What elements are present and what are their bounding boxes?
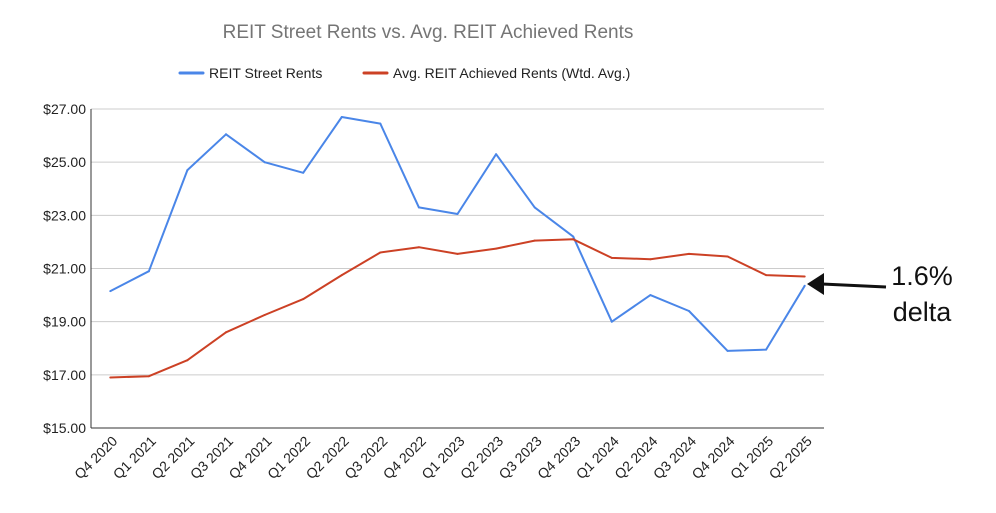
data-point bbox=[263, 314, 266, 316]
legend-label-street: REIT Street Rents bbox=[209, 65, 322, 81]
data-point bbox=[417, 246, 420, 249]
y-tick-label: $15.00 bbox=[43, 420, 86, 436]
annotation-percent: 1.6% bbox=[891, 261, 953, 291]
x-tick-label: Q2 2025 bbox=[766, 433, 815, 482]
data-point bbox=[340, 274, 343, 277]
y-tick-label: $21.00 bbox=[43, 261, 86, 277]
chart-title: REIT Street Rents vs. Avg. REIT Achieved… bbox=[223, 22, 634, 43]
data-point bbox=[803, 284, 806, 287]
y-tick-label: $27.00 bbox=[43, 101, 86, 117]
data-point bbox=[263, 161, 266, 164]
data-point bbox=[688, 252, 690, 255]
data-point bbox=[649, 258, 652, 261]
y-tick-label: $25.00 bbox=[43, 154, 86, 170]
data-point bbox=[302, 171, 305, 174]
data-point bbox=[456, 213, 459, 215]
y-tick-label: $17.00 bbox=[43, 367, 86, 383]
data-point bbox=[495, 247, 498, 250]
data-point bbox=[186, 359, 189, 362]
gridlines bbox=[90, 108, 824, 429]
y-tick-label: $19.00 bbox=[43, 314, 86, 330]
data-point bbox=[495, 153, 498, 156]
legend-label-achieved: Avg. REIT Achieved Rents (Wtd. Avg.) bbox=[393, 65, 630, 81]
data-point bbox=[417, 206, 420, 209]
data-point bbox=[533, 206, 536, 209]
y-axis: $15.00 $17.00 $19.00 $21.00 $23.00 $25.00 $27.… bbox=[43, 101, 86, 436]
data-point bbox=[379, 122, 382, 125]
annotation-arrow-head bbox=[807, 273, 824, 295]
annotation-arrow-shaft bbox=[821, 282, 887, 289]
data-point bbox=[610, 320, 613, 323]
data-point bbox=[147, 375, 150, 378]
data-point bbox=[302, 298, 305, 301]
legend: REIT Street Rents Avg. REIT Achieved Ren… bbox=[178, 65, 630, 81]
series-lines bbox=[109, 116, 806, 379]
data-point bbox=[225, 133, 227, 136]
data-point bbox=[572, 235, 575, 238]
data-point bbox=[340, 116, 343, 118]
data-point bbox=[147, 270, 150, 273]
data-point bbox=[765, 348, 768, 351]
series-line-1 bbox=[110, 238, 805, 379]
delta-annotation: 1.6% delta bbox=[807, 261, 953, 327]
data-point bbox=[765, 274, 768, 277]
data-point bbox=[726, 349, 729, 352]
data-point bbox=[533, 239, 536, 242]
y-tick-label: $23.00 bbox=[43, 207, 86, 223]
annotation-delta: delta bbox=[893, 297, 953, 327]
series-line-0 bbox=[109, 116, 806, 352]
data-point bbox=[456, 252, 459, 255]
data-point bbox=[186, 169, 189, 172]
data-point bbox=[688, 310, 690, 312]
data-point bbox=[649, 294, 652, 297]
data-point bbox=[726, 255, 729, 258]
data-point bbox=[803, 275, 806, 278]
data-point bbox=[225, 331, 227, 334]
data-point bbox=[572, 238, 575, 241]
data-point bbox=[379, 251, 382, 254]
data-point bbox=[610, 256, 613, 259]
data-point bbox=[109, 290, 112, 293]
data-point bbox=[109, 376, 112, 379]
